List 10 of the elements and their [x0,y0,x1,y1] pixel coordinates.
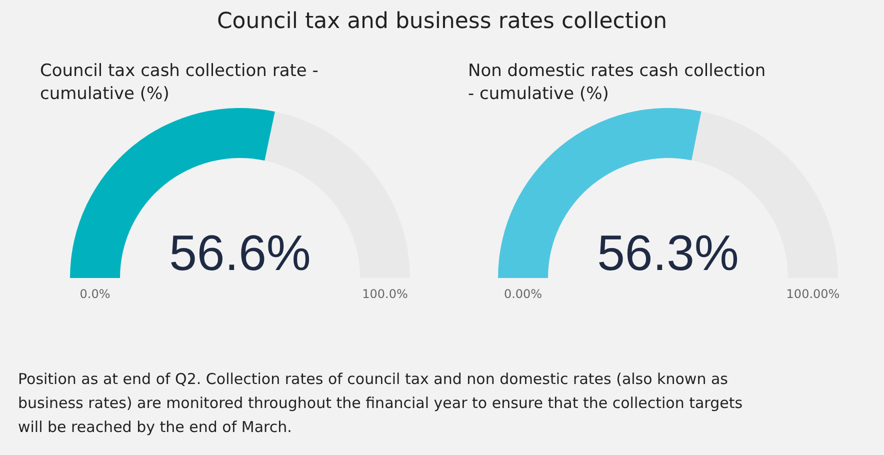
text: Position as at end of Q2. Collection rates of council tax and non domestic rates (also known as business rates) are monitored throughout the financial year to ensure that the collection targets will be reached by the end of March. [18,370,743,436]
text: Council tax and business rates collection [216,9,668,34]
chart-title: Non domestic rates cash collection - cumulative (%) [468,61,766,104]
data-label: 56.3% [597,225,739,281]
text: 100.0% [362,287,408,301]
text: 100.00% [786,287,840,301]
chart-title: Council tax cash collection rate - cumulative (%) [40,61,318,104]
data-label: 56.6% [169,225,311,281]
text: 0.0% [80,287,110,301]
text: 0.00% [504,287,542,301]
